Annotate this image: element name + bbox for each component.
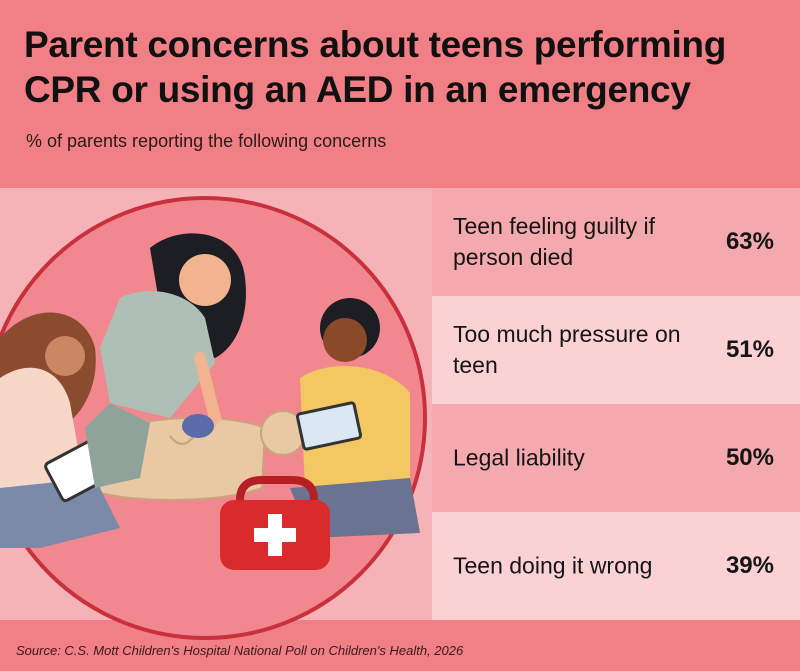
table-row: Teen feeling guilty if person died 63% bbox=[432, 188, 800, 296]
concern-label: Teen doing it wrong bbox=[453, 552, 653, 579]
concern-label: Too much pressure on teen bbox=[453, 321, 681, 378]
table-row: Legal liability 50% bbox=[432, 404, 800, 512]
source-note: Source: C.S. Mott Children's Hospital Na… bbox=[16, 643, 464, 658]
chart-title: Parent concerns about teens performing C… bbox=[24, 24, 727, 110]
concern-value: 51% bbox=[725, 336, 774, 363]
first-aid-kit-icon bbox=[220, 476, 330, 570]
concern-label: Legal liability bbox=[453, 444, 585, 471]
woman-performing-cpr-figure bbox=[85, 233, 246, 488]
concern-value: 39% bbox=[725, 552, 774, 579]
concern-value: 63% bbox=[725, 228, 774, 255]
chart-subtitle: % of parents reporting the following con… bbox=[26, 131, 387, 151]
tablet-icon bbox=[295, 401, 363, 451]
table-row: Too much pressure on teen 51% bbox=[432, 296, 800, 404]
cpr-illustration bbox=[0, 196, 427, 640]
concerns-table: Teen feeling guilty if person died 63% T… bbox=[432, 188, 800, 620]
girl-with-clipboard-figure bbox=[0, 312, 126, 548]
concern-label: Teen feeling guilty if person died bbox=[453, 213, 656, 270]
glove-icon bbox=[182, 414, 214, 438]
concern-value: 50% bbox=[725, 444, 774, 471]
table-row: Teen doing it wrong 39% bbox=[432, 512, 800, 620]
